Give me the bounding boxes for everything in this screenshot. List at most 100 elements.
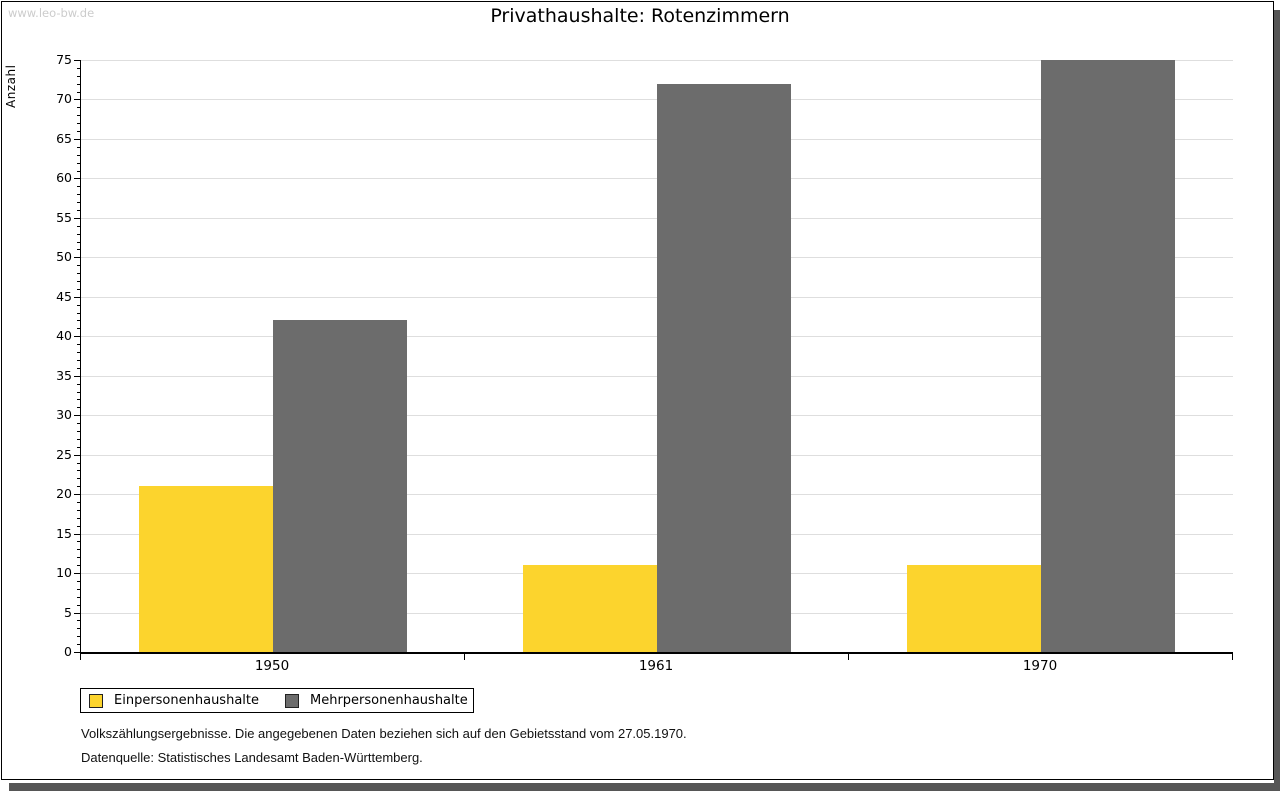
y-tick-29 bbox=[77, 423, 80, 425]
page-title: Privathaushalte: Rotenzimmern bbox=[490, 5, 790, 27]
bar-mehrpersonenhaushalte-1970 bbox=[1041, 60, 1175, 652]
y-tick-17 bbox=[77, 517, 80, 519]
y-tick-55 bbox=[74, 217, 80, 219]
y-tick-43 bbox=[77, 312, 80, 314]
y-tick-56 bbox=[77, 209, 80, 211]
y-tick-label-45: 45 bbox=[56, 288, 72, 304]
legend-entry-einpersonenhaushalte: Einpersonenhaushalte bbox=[89, 693, 259, 708]
y-tick-57 bbox=[77, 202, 80, 204]
bar-einpersonenhaushalte-1961 bbox=[523, 565, 657, 652]
y-tick-67 bbox=[77, 123, 80, 125]
y-tick-label-20: 20 bbox=[56, 486, 72, 502]
y-tick-32 bbox=[77, 399, 80, 401]
x-tick-3 bbox=[1232, 654, 1233, 660]
y-axis-title: Anzahl bbox=[4, 64, 18, 108]
y-tick-8 bbox=[77, 588, 80, 590]
y-tick-36 bbox=[77, 367, 80, 369]
y-tick-64 bbox=[77, 146, 80, 148]
y-tick-58 bbox=[77, 194, 80, 196]
legend-label-mehrpersonenhaushalte: Mehrpersonenhaushalte bbox=[310, 693, 468, 708]
y-tick-13 bbox=[77, 549, 80, 551]
x-tick-1 bbox=[464, 654, 465, 660]
y-tick-label-35: 35 bbox=[56, 367, 72, 383]
y-tick-54 bbox=[77, 225, 80, 227]
y-tick-66 bbox=[77, 131, 80, 133]
y-tick-41 bbox=[77, 328, 80, 330]
y-tick-37 bbox=[77, 359, 80, 361]
y-tick-9 bbox=[77, 580, 80, 582]
y-tick-label-25: 25 bbox=[56, 446, 72, 462]
x-category-label-1961: 1961 bbox=[638, 658, 674, 674]
y-tick-69 bbox=[77, 107, 80, 109]
y-tick-16 bbox=[77, 525, 80, 527]
y-tick-39 bbox=[77, 344, 80, 346]
gridline-75 bbox=[81, 60, 1233, 61]
legend-entry-mehrpersonenhaushalte: Mehrpersonenhaushalte bbox=[285, 693, 468, 708]
y-tick-25 bbox=[74, 454, 80, 456]
legend-label-einpersonenhaushalte: Einpersonenhaushalte bbox=[114, 693, 259, 708]
legend-swatch-mehrpersonenhaushalte bbox=[285, 693, 299, 708]
frame-shadow-right bbox=[1274, 10, 1280, 783]
y-tick-30 bbox=[74, 415, 80, 417]
footnote-line-2: Datenquelle: Statistisches Landesamt Bad… bbox=[81, 750, 423, 765]
y-tick-53 bbox=[77, 233, 80, 235]
y-tick-12 bbox=[77, 557, 80, 559]
y-tick-27 bbox=[77, 438, 80, 440]
y-tick-49 bbox=[77, 265, 80, 267]
y-tick-59 bbox=[77, 186, 80, 188]
y-tick-70 bbox=[74, 99, 80, 101]
y-tick-74 bbox=[77, 67, 80, 69]
y-tick-72 bbox=[77, 83, 80, 85]
y-tick-5 bbox=[74, 612, 80, 614]
y-tick-45 bbox=[74, 296, 80, 298]
y-tick-22 bbox=[77, 478, 80, 480]
y-tick-label-5: 5 bbox=[64, 604, 72, 620]
y-tick-28 bbox=[77, 430, 80, 432]
y-tick-31 bbox=[77, 407, 80, 409]
bar-einpersonenhaushalte-1950 bbox=[139, 486, 273, 652]
y-tick-21 bbox=[77, 486, 80, 488]
y-tick-6 bbox=[77, 604, 80, 606]
y-tick-42 bbox=[77, 320, 80, 322]
y-tick-3 bbox=[77, 628, 80, 630]
y-tick-1 bbox=[77, 644, 80, 646]
frame-shadow-bottom bbox=[9, 783, 1280, 791]
y-tick-26 bbox=[77, 446, 80, 448]
y-tick-73 bbox=[77, 75, 80, 77]
y-tick-61 bbox=[77, 170, 80, 172]
y-tick-75 bbox=[74, 60, 80, 61]
y-tick-68 bbox=[77, 115, 80, 117]
y-tick-label-75: 75 bbox=[56, 52, 72, 67]
y-tick-label-40: 40 bbox=[56, 328, 72, 344]
y-tick-23 bbox=[77, 470, 80, 472]
y-tick-label-10: 10 bbox=[56, 565, 72, 581]
y-tick-label-55: 55 bbox=[56, 209, 72, 225]
y-tick-10 bbox=[74, 573, 80, 575]
y-tick-0 bbox=[74, 652, 80, 653]
y-tick-60 bbox=[74, 178, 80, 180]
y-tick-label-30: 30 bbox=[56, 407, 72, 423]
y-tick-11 bbox=[77, 565, 80, 567]
y-tick-4 bbox=[77, 620, 80, 622]
y-tick-14 bbox=[77, 541, 80, 543]
y-tick-40 bbox=[74, 336, 80, 338]
y-tick-7 bbox=[77, 596, 80, 598]
y-tick-48 bbox=[77, 273, 80, 275]
footnote-line-1: Volkszählungsergebnisse. Die angegebenen… bbox=[81, 726, 687, 741]
bar-einpersonenhaushalte-1970 bbox=[907, 565, 1041, 652]
y-tick-51 bbox=[77, 249, 80, 251]
y-tick-2 bbox=[77, 636, 80, 638]
y-tick-label-65: 65 bbox=[56, 130, 72, 146]
y-tick-label-15: 15 bbox=[56, 525, 72, 541]
y-tick-24 bbox=[77, 462, 80, 464]
legend: Einpersonenhaushalte Mehrpersonenhaushalt… bbox=[80, 688, 474, 713]
y-tick-71 bbox=[77, 91, 80, 93]
watermark: www.leo-bw.de bbox=[8, 6, 95, 20]
y-tick-62 bbox=[77, 162, 80, 164]
legend-swatch-einpersonenhaushalte bbox=[89, 693, 103, 708]
x-tick-2 bbox=[848, 654, 849, 660]
y-tick-label-60: 60 bbox=[56, 170, 72, 186]
y-tick-52 bbox=[77, 241, 80, 243]
y-tick-18 bbox=[77, 509, 80, 511]
